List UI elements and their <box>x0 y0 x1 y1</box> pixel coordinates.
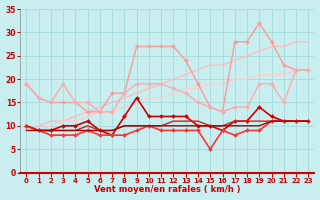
X-axis label: Vent moyen/en rafales ( km/h ): Vent moyen/en rafales ( km/h ) <box>94 185 241 194</box>
